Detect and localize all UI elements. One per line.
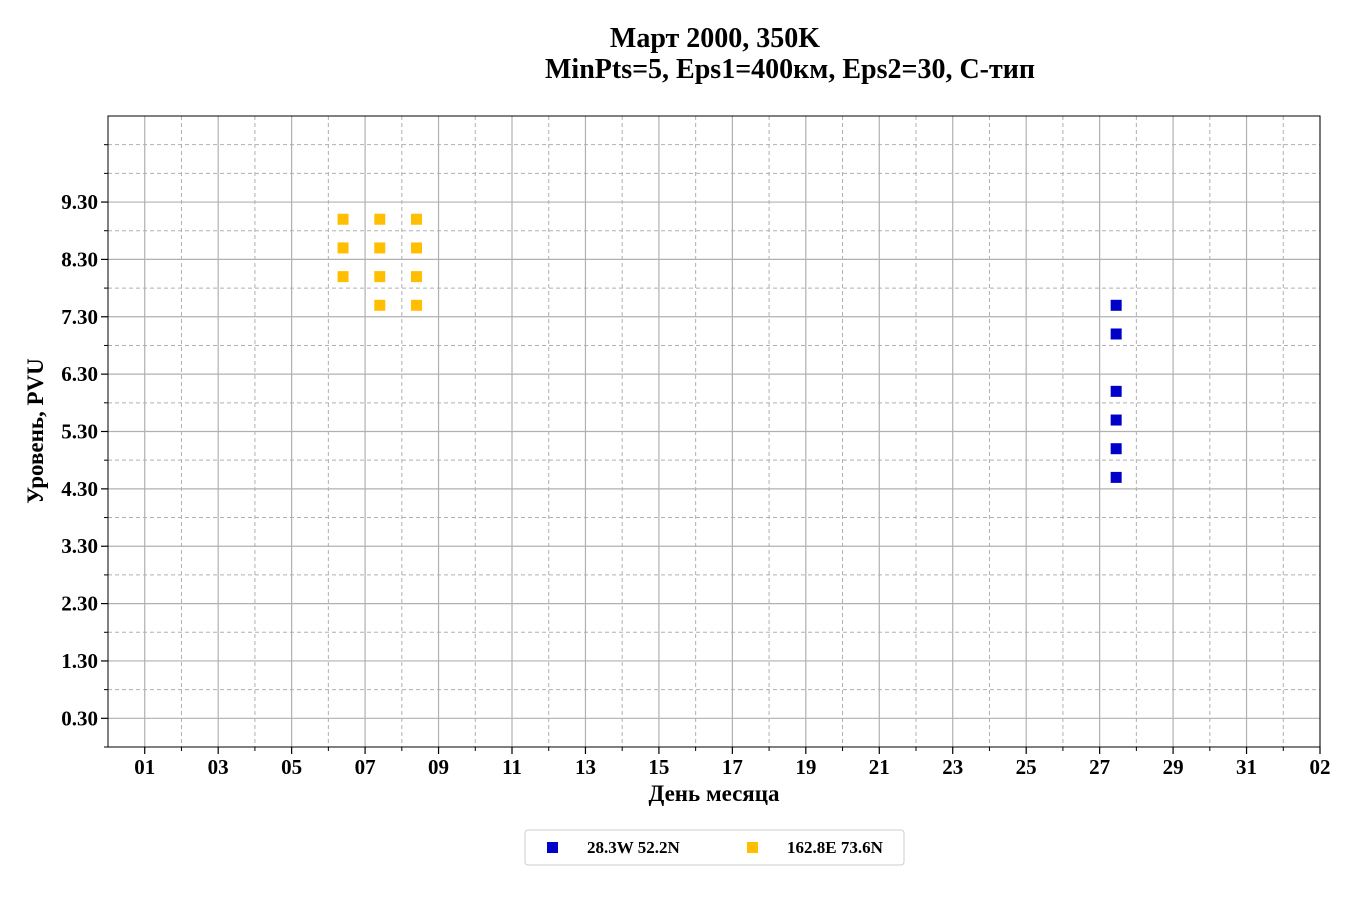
y-tick-label: 8.30 <box>61 247 98 271</box>
chart-title: Март 2000, 350K <box>610 23 820 54</box>
y-tick-label: 3.30 <box>61 534 98 558</box>
legend-swatch-series-1 <box>547 842 558 853</box>
data-point-series-1 <box>1110 385 1122 397</box>
x-tick-label: 11 <box>502 755 522 779</box>
y-tick-label: 5.30 <box>61 420 98 444</box>
data-point-series-2 <box>374 242 386 254</box>
data-point-series-1 <box>1110 443 1122 455</box>
legend-label-series-1: 28.3W 52.2N <box>587 838 680 857</box>
axis-ticks <box>101 144 1321 754</box>
legend-frame <box>524 829 905 866</box>
x-tick-label: 05 <box>281 755 302 779</box>
y-tick-label: 4.30 <box>61 477 98 501</box>
y-tick-label: 1.30 <box>61 649 98 673</box>
x-tick-label: 13 <box>575 755 596 779</box>
data-point-series-2 <box>337 271 349 283</box>
data-point-series-2 <box>374 271 386 283</box>
legend-label-series-2: 162.8E 73.6N <box>787 838 884 857</box>
data-point-series-2 <box>337 213 349 225</box>
x-tick-label: 17 <box>722 755 743 779</box>
x-tick-label: 07 <box>355 755 376 779</box>
data-point-series-2 <box>411 271 423 283</box>
x-tick-label: 01 <box>134 755 155 779</box>
data-point-series-2 <box>411 299 423 311</box>
legend: 28.3W 52.2N 162.8E 73.6N <box>524 829 905 866</box>
y-tick-label: 7.30 <box>61 305 98 329</box>
data-point-series-2 <box>411 213 423 225</box>
chart-subtitle: MinPts=5, Eps1=400км, Eps2=30, С-тип <box>545 54 1035 85</box>
data-point-series-1 <box>1110 328 1122 340</box>
x-tick-label: 15 <box>648 755 669 779</box>
y-tick-label: 2.30 <box>61 592 98 616</box>
x-tick-label: 23 <box>942 755 963 779</box>
x-tick-label: 02 <box>1310 755 1331 779</box>
x-tick-label: 03 <box>208 755 229 779</box>
y-tick-label: 0.30 <box>61 706 98 730</box>
y-tick-label: 6.30 <box>61 362 98 386</box>
y-tick-label: 9.30 <box>61 190 98 214</box>
legend-swatch-series-2 <box>747 842 758 853</box>
data-point-series-1 <box>1110 471 1122 483</box>
data-point-series-2 <box>411 242 423 254</box>
x-axis-label: День месяца <box>648 781 780 806</box>
x-tick-label: 09 <box>428 755 449 779</box>
x-tick-label: 19 <box>795 755 816 779</box>
data-point-series-2 <box>337 242 349 254</box>
x-tick-label: 27 <box>1089 755 1110 779</box>
data-point-series-1 <box>1110 414 1122 426</box>
x-tick-label: 25 <box>1016 755 1037 779</box>
data-point-series-2 <box>374 299 386 311</box>
grid <box>108 116 1321 748</box>
x-tick-label: 31 <box>1236 755 1257 779</box>
data-point-series-1 <box>1110 299 1122 311</box>
y-axis-label: Уровень, PVU <box>23 358 48 504</box>
data-points <box>337 213 1122 483</box>
x-tick-label: 29 <box>1163 755 1184 779</box>
plot-frame <box>107 115 1321 748</box>
x-tick-label: 21 <box>869 755 890 779</box>
data-point-series-2 <box>374 213 386 225</box>
tick-labels: 01 03 05 07 09 11 13 15 17 19 21 23 25 27 29 31 02 0.30 1.… <box>61 190 1330 779</box>
